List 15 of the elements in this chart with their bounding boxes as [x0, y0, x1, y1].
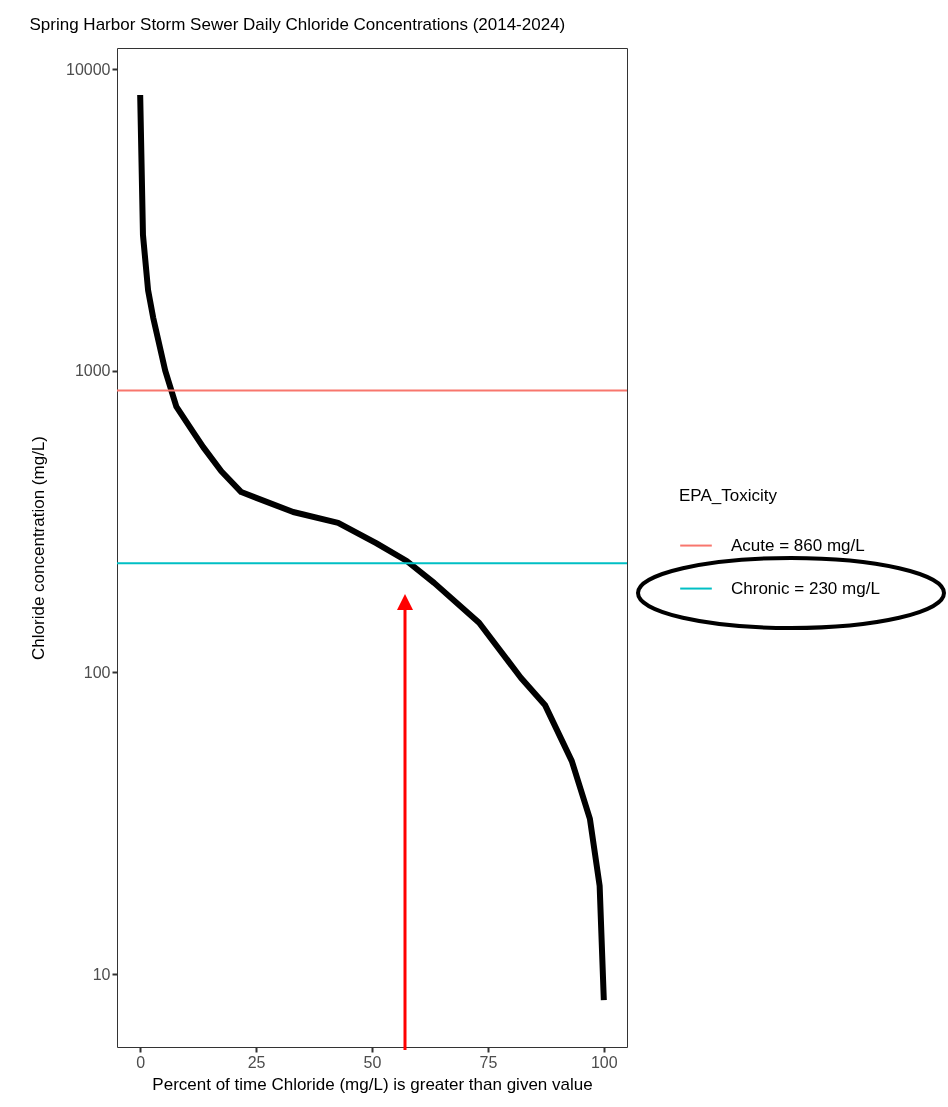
legend-label: Acute = 860 mg/L — [731, 535, 865, 555]
y-tick-label: 1000 — [74, 362, 111, 380]
x-axis-title: Percent of time Chloride (mg/L) is greater than given value — [152, 1074, 593, 1094]
x-tick-label: 25 — [247, 1053, 266, 1071]
x-tick-label: 100 — [590, 1053, 618, 1071]
y-tick-label: 100 — [83, 663, 111, 681]
x-tick-label: 75 — [479, 1053, 498, 1071]
chart-title: Spring Harbor Storm Sewer Daily Chloride Concentrations (2014-2024) — [29, 15, 566, 34]
y-tick-label: 10000 — [66, 60, 111, 78]
legend-title: EPA_Toxicity — [679, 485, 778, 505]
y-tick-label: 10 — [92, 965, 111, 983]
y-axis-title: Chloride concentration (mg/L) — [29, 436, 49, 660]
x-tick-label: 0 — [136, 1053, 146, 1071]
legend-label: Chronic = 230 mg/L — [731, 578, 880, 598]
x-tick-label: 50 — [363, 1053, 382, 1071]
